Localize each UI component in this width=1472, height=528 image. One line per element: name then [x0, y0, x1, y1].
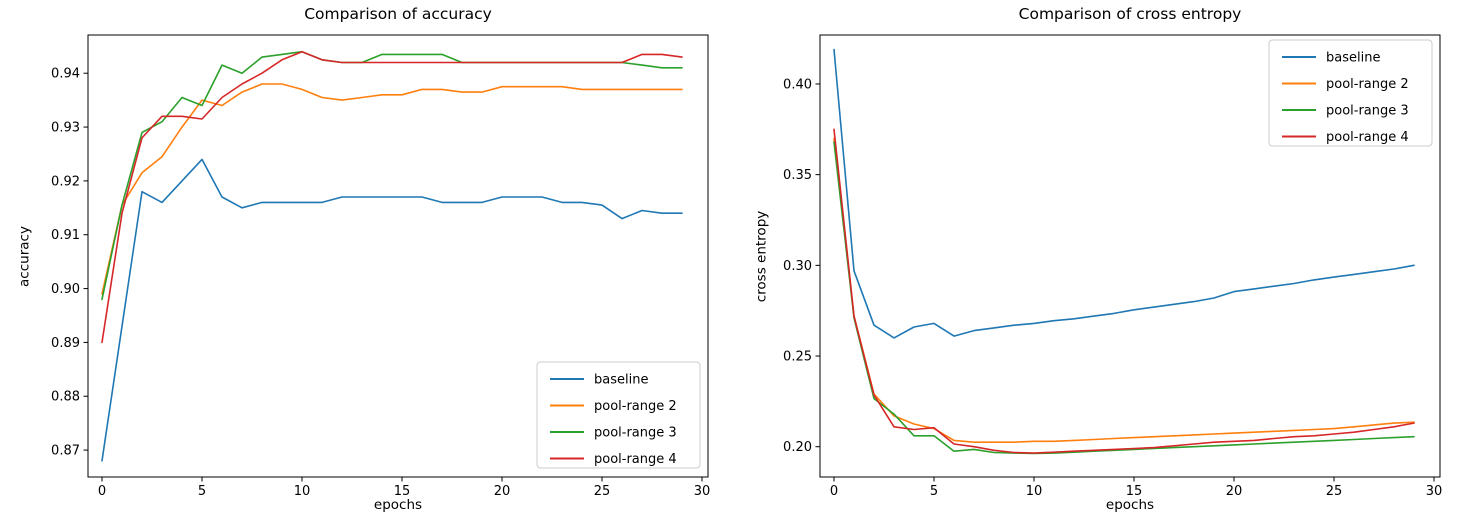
series-line-pool-range-4	[833, 128, 1415, 454]
x-tick-label: 10	[294, 484, 311, 499]
accuracy-chart: Comparison of accuracy accuracy epochs 0…	[17, 5, 711, 513]
x-tick-label: 15	[1126, 484, 1143, 499]
cross-entropy-x-axis-label: epochs	[1105, 497, 1155, 513]
accuracy-plot-canvas: 0 5 10 15 20 25 30 0.87 0.88 0.89 0.90 0.91 0.92 0.93…	[51, 34, 711, 499]
y-tick-label: 0.92	[51, 174, 80, 189]
accuracy-chart-title: Comparison of accuracy	[304, 5, 492, 23]
y-tick-label: 0.89	[51, 336, 80, 351]
series-line-pool-range-4	[101, 50, 683, 344]
cross-entropy-plot-canvas: 0 5 10 15 20 25 30 0.20 0.25 0.30 0.35 0.40 baseline…	[783, 34, 1443, 499]
y-tick-label: 0.91	[51, 228, 80, 243]
series-line-baseline	[101, 158, 683, 462]
y-tick-label: 0.35	[783, 168, 812, 183]
legend-label: pool-range 4	[594, 452, 677, 467]
y-tick-label: 0.87	[51, 444, 80, 459]
y-tick-label: 0.88	[51, 390, 80, 405]
legend-label: pool-range 2	[594, 399, 677, 414]
y-tick-label: 0.20	[783, 440, 812, 455]
x-tick-label: 0	[830, 484, 838, 499]
x-tick-label: 25	[594, 484, 611, 499]
y-tick-label: 0.25	[783, 350, 812, 365]
y-tick-label: 0.30	[783, 259, 812, 274]
y-tick-label: 0.94	[51, 67, 80, 82]
x-tick-label: 0	[98, 484, 106, 499]
legend-box	[536, 361, 701, 469]
x-tick-label: 30	[1426, 484, 1443, 499]
x-tick-label: 5	[930, 484, 938, 499]
accuracy-x-axis-label: epochs	[373, 497, 423, 513]
cross-entropy-chart-title: Comparison of cross entropy	[1018, 5, 1242, 23]
legend-box	[1268, 39, 1433, 147]
legend-label: pool-range 3	[1326, 104, 1409, 119]
y-tick-label: 0.40	[783, 77, 812, 92]
series-line-baseline	[833, 48, 1415, 339]
series-line-pool-range-2	[101, 83, 683, 295]
legend-label: baseline	[594, 373, 648, 388]
legend-label: baseline	[1326, 51, 1380, 66]
legend-label: pool-range 4	[1326, 130, 1409, 145]
legend-label: pool-range 2	[1326, 77, 1409, 92]
x-tick-label: 5	[198, 484, 206, 499]
x-tick-label: 30	[694, 484, 711, 499]
x-tick-label: 10	[1026, 484, 1043, 499]
y-tick-label: 0.93	[51, 121, 80, 136]
plot-border	[819, 34, 1441, 478]
series-line-pool-range-2	[833, 137, 1415, 444]
y-tick-label: 0.90	[51, 282, 80, 297]
x-tick-label: 25	[1326, 484, 1343, 499]
series-line-pool-range-3	[833, 141, 1415, 455]
legend-label: pool-range 3	[594, 426, 677, 441]
plot-border	[87, 34, 709, 478]
x-tick-label: 20	[494, 484, 511, 499]
cross-entropy-chart: Comparison of cross entropy cross entrop…	[736, 0, 1472, 528]
x-tick-label: 15	[394, 484, 411, 499]
x-tick-label: 20	[1226, 484, 1243, 499]
